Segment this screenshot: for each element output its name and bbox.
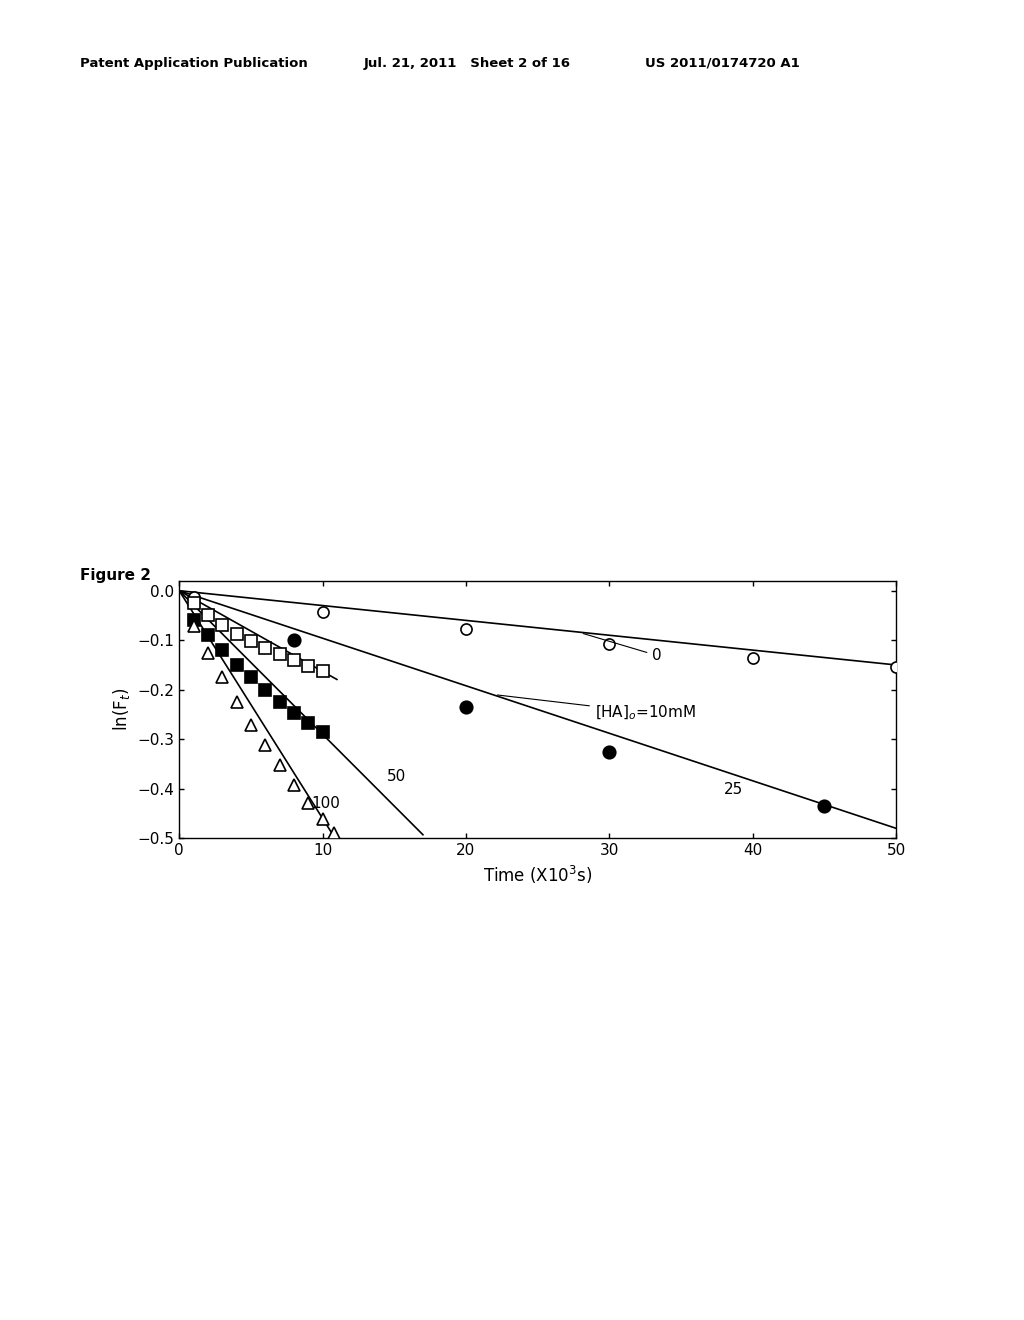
Y-axis label: ln(F$_t$): ln(F$_t$) bbox=[111, 688, 132, 731]
Text: Patent Application Publication: Patent Application Publication bbox=[80, 57, 307, 70]
Text: Figure 2: Figure 2 bbox=[80, 568, 151, 582]
Text: Jul. 21, 2011   Sheet 2 of 16: Jul. 21, 2011 Sheet 2 of 16 bbox=[364, 57, 570, 70]
Text: 25: 25 bbox=[724, 781, 743, 797]
Text: [HA]$_o$=10mM: [HA]$_o$=10mM bbox=[498, 694, 696, 722]
Text: US 2011/0174720 A1: US 2011/0174720 A1 bbox=[645, 57, 800, 70]
Text: 100: 100 bbox=[311, 796, 340, 812]
Text: 50: 50 bbox=[387, 770, 407, 784]
X-axis label: Time (X10$^3$s): Time (X10$^3$s) bbox=[483, 863, 592, 886]
Text: 0: 0 bbox=[584, 634, 662, 663]
